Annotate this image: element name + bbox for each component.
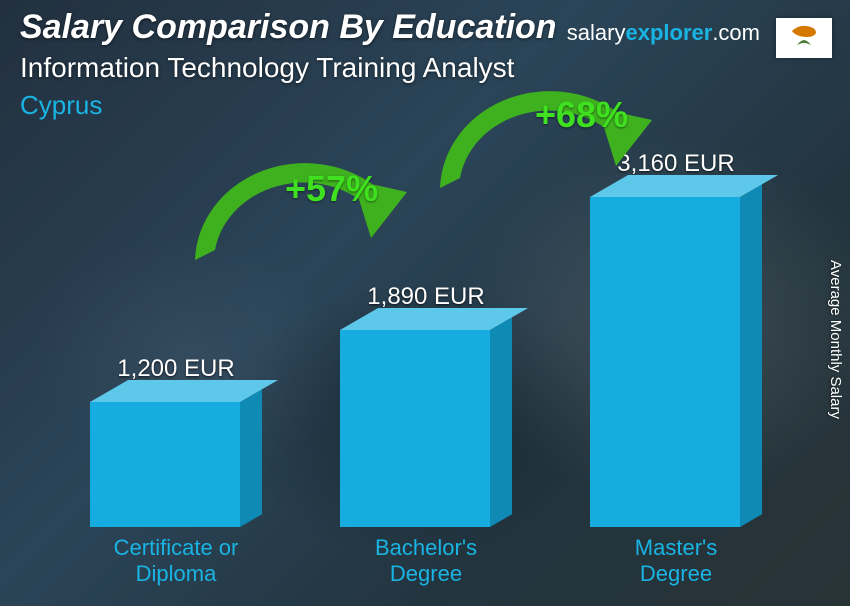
cyprus-flag-icon (776, 18, 832, 58)
infographic-stage: Salary Comparison By Education Informati… (0, 0, 850, 606)
bar-column: 1,200 EURCertificate orDiploma (70, 355, 282, 586)
bar-column: 1,890 EURBachelor'sDegree (320, 283, 532, 586)
brand-text: salaryexplorer.com (567, 20, 760, 46)
bar-column: 3,160 EURMaster'sDegree (570, 150, 782, 586)
bar-label: Certificate orDiploma (70, 535, 282, 586)
increase-percent: +68% (535, 94, 628, 136)
brand-prefix: salary (567, 20, 626, 45)
brand-highlight: explorer (625, 20, 712, 45)
bar-chart: 1,200 EURCertificate orDiploma1,890 EURB… (40, 110, 790, 586)
bar-label: Master'sDegree (570, 535, 782, 586)
bar (590, 184, 762, 527)
title: Salary Comparison By Education (20, 8, 557, 47)
y-axis-label: Average Monthly Salary (827, 260, 844, 419)
bar (90, 389, 262, 527)
increase-percent: +57% (285, 168, 378, 210)
bar-label: Bachelor'sDegree (320, 535, 532, 586)
brand-suffix: .com (712, 20, 760, 45)
bar (340, 317, 512, 527)
